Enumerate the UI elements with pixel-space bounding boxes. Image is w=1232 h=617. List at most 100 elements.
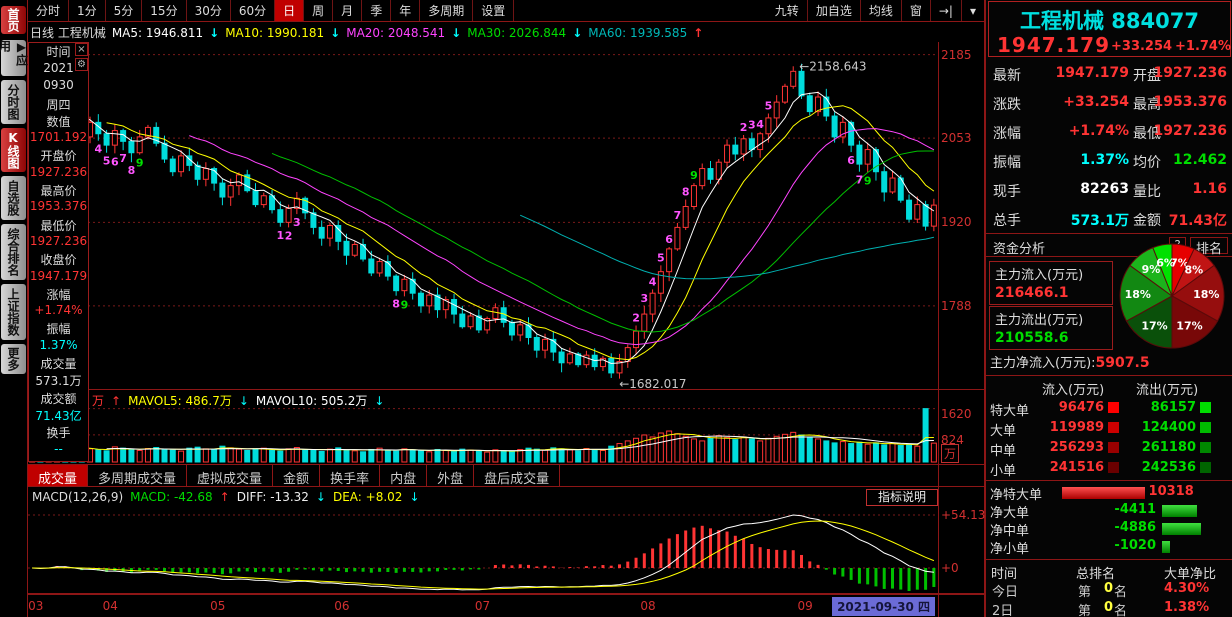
main-net-inflow-value: 5907.5 bbox=[1095, 355, 1150, 371]
quote-row: 最新 1947.179 开盘 1927.236 bbox=[986, 60, 1232, 89]
net-flow-value: -4886 bbox=[1114, 520, 1156, 535]
info-panel-line: 573.1万 bbox=[35, 374, 82, 389]
period-tab-周[interactable]: 周 bbox=[304, 0, 334, 21]
volume-tab-换手率[interactable]: 换手率 bbox=[320, 465, 381, 487]
inflow-chip-icon bbox=[1108, 462, 1119, 473]
gear-icon[interactable]: ⚙ bbox=[75, 58, 88, 71]
month-label: 04 bbox=[102, 599, 118, 613]
sidebar-item-apps[interactable]: ▶应用 bbox=[0, 40, 29, 76]
period-tab-15分[interactable]: 15分 bbox=[142, 0, 187, 21]
add-watchlist-button[interactable]: 加自选 bbox=[808, 0, 861, 21]
volume-tab-盘后成交量[interactable]: 盘后成交量 bbox=[474, 465, 561, 487]
macd-value-label: ↓ bbox=[315, 490, 326, 504]
pie-slice bbox=[1152, 243, 1173, 297]
main-outflow-box: 主力流出(万元) 210558.6 bbox=[989, 306, 1113, 350]
td-mark: 5 bbox=[657, 251, 665, 264]
flow-table-row: 大单 119989 124400 bbox=[986, 420, 1232, 440]
period-tab-分时[interactable]: 分时 bbox=[28, 0, 70, 21]
period-tab-60分[interactable]: 60分 bbox=[231, 0, 276, 21]
nine-turn-button[interactable]: 九转 bbox=[767, 0, 808, 21]
quote-cell: 量比 bbox=[1133, 184, 1161, 200]
sidebar-item-more[interactable]: 更多 bbox=[1, 344, 26, 374]
td-mark: 8 bbox=[128, 164, 136, 177]
volume-tab-多周期成交量[interactable]: 多周期成交量 bbox=[88, 465, 188, 487]
period-tab-月[interactable]: 月 bbox=[333, 0, 363, 21]
info-panel-line: 1947.179 bbox=[29, 268, 88, 283]
td-mark: 7 bbox=[856, 174, 864, 187]
sidebar-item-ranking[interactable]: 综合排名 bbox=[1, 224, 26, 280]
period-tab-30分[interactable]: 30分 bbox=[187, 0, 231, 21]
volume-tab-内盘[interactable]: 内盘 bbox=[380, 465, 428, 487]
quote-cell: 最低 bbox=[1133, 126, 1161, 142]
quote-row: 涨幅 +1.74% 最低 1927.236 bbox=[986, 118, 1232, 147]
period-tab-5分[interactable]: 5分 bbox=[106, 0, 143, 21]
volume-axis-label: 1620 bbox=[941, 407, 972, 421]
volume-unit-label: 万 bbox=[941, 444, 960, 463]
net-flow-row: 净特大单 10318 bbox=[990, 484, 1194, 503]
period-tab-1分[interactable]: 1分 bbox=[69, 0, 106, 21]
price-change-pct: +1.74% bbox=[1175, 39, 1231, 54]
ma-setting-button[interactable]: 均线 bbox=[861, 0, 902, 21]
trend-arrow-icon: ↓ bbox=[451, 26, 462, 40]
trough-annotation: ←1682.017 bbox=[619, 377, 686, 390]
stock-name-code: 工程机械 884077 bbox=[1020, 9, 1199, 33]
period-tab-年[interactable]: 年 bbox=[391, 0, 421, 21]
td-mark: 4 bbox=[94, 143, 102, 156]
close-icon[interactable]: × bbox=[75, 43, 88, 56]
kline-info-panel[interactable]: 时间 × ⚙ 2021 0930 周四 数值 1701.192 开盘价 1927.236 最高… bbox=[28, 42, 89, 462]
td-mark: 7 bbox=[119, 152, 127, 165]
period-tab-设置[interactable]: 设置 bbox=[473, 0, 515, 21]
month-label: 03 bbox=[28, 599, 44, 613]
info-panel-line: 收盘价 bbox=[40, 253, 77, 268]
volume-tab-金额[interactable]: 金额 bbox=[273, 465, 321, 487]
td-mark: 7 bbox=[674, 209, 682, 222]
pie-slice-label: 7% bbox=[1170, 257, 1189, 270]
indicator-help-button[interactable]: 指标说明 bbox=[866, 489, 938, 506]
price-axis-label: 2185 bbox=[941, 47, 972, 62]
flow-table-row: 小单 241516 242536 bbox=[986, 460, 1232, 480]
quote-cell: 均价 bbox=[1133, 155, 1161, 171]
candles bbox=[29, 63, 937, 379]
pie-slice bbox=[1125, 295, 1173, 349]
info-panel-line: 1701.192 bbox=[29, 130, 88, 145]
sidebar-item-watchlist[interactable]: 自选股 bbox=[1, 176, 26, 220]
quote-cell: 1927.236 bbox=[1153, 65, 1227, 81]
sidebar-item-home[interactable]: 首页 bbox=[1, 6, 26, 34]
jump-icon[interactable]: →| bbox=[931, 0, 962, 21]
quote-row: 振幅 1.37% 均价 12.462 bbox=[986, 147, 1232, 176]
sidebar-item-sse-index[interactable]: 上证指数 bbox=[1, 284, 26, 340]
period-tab-多周期[interactable]: 多周期 bbox=[420, 0, 474, 21]
quote-panel: 工程机械 884077 1947.179 +33.254 +1.74% 最新 19… bbox=[985, 0, 1232, 617]
price-axis-label: 1920 bbox=[941, 215, 972, 230]
info-panel-line: 开盘价 bbox=[40, 149, 77, 164]
td-mark: 8 bbox=[682, 186, 690, 199]
fund-pie-chart: 7%8% 18% 17% 17% 18% 9%6% bbox=[1119, 243, 1225, 349]
net-flow-bar bbox=[1162, 505, 1198, 517]
quote-cell: 现手 bbox=[993, 184, 1021, 200]
macd-value-label: ↑ bbox=[219, 490, 230, 504]
ma-indicator-bar: 日线 工程机械 MA5: 1946.811 ↓ MA10: 1990.181 ↓ MA20… bbox=[30, 24, 980, 40]
net-flow-value: 10318 bbox=[1148, 484, 1194, 499]
volume-tab-外盘[interactable]: 外盘 bbox=[427, 465, 475, 487]
td-mark: 9 bbox=[136, 157, 144, 170]
dropdown-icon[interactable]: ▾ bbox=[962, 0, 985, 21]
period-tab-季[interactable]: 季 bbox=[362, 0, 392, 21]
macd-chart[interactable] bbox=[28, 488, 938, 593]
td-mark: 6 bbox=[847, 154, 855, 167]
sidebar-item-minute-chart[interactable]: 分时图 bbox=[1, 80, 26, 124]
td-mark: 6 bbox=[111, 155, 119, 168]
last-price: 1947.179 bbox=[997, 33, 1111, 57]
period-tab-日[interactable]: 日 bbox=[275, 0, 305, 21]
info-panel-line: 数值 bbox=[46, 114, 71, 129]
ma-label: MA5: 1946.811 bbox=[111, 26, 204, 40]
flow-table-row: 中单 256293 261180 bbox=[986, 440, 1232, 460]
sidebar-item-kline-chart[interactable]: K线图 bbox=[1, 128, 26, 172]
volume-tab-虚拟成交量[interactable]: 虚拟成交量 bbox=[187, 465, 274, 487]
window-button[interactable]: 窗 bbox=[902, 0, 931, 21]
volume-tab-成交量[interactable]: 成交量 bbox=[28, 465, 89, 487]
period-toolbar: 分时 1分 5分 15分 30分 60分日周月季年多周期 设置 九转 加自选 均线窗 →| ▾ bbox=[28, 0, 985, 22]
td-mark: 2 bbox=[740, 121, 748, 134]
volume-ma-label: ↑ bbox=[111, 394, 122, 408]
pie-slice-label: 9% bbox=[1142, 263, 1161, 276]
